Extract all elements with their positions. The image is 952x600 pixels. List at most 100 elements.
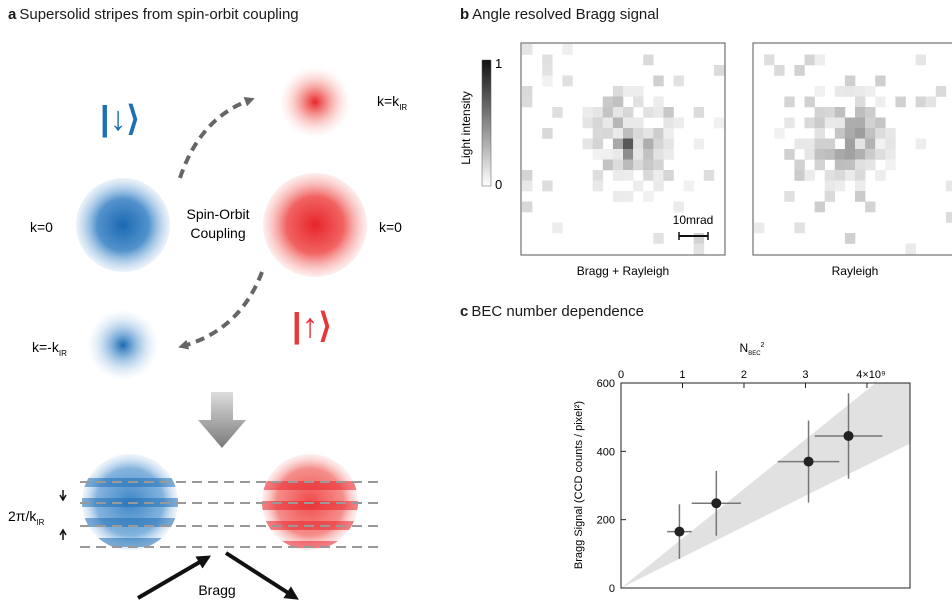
image-pixel bbox=[643, 149, 654, 160]
scalebar-label: 10mrad bbox=[673, 213, 714, 227]
image-pixel bbox=[663, 107, 674, 118]
image-pixel bbox=[633, 149, 644, 160]
image-pixel bbox=[844, 86, 856, 97]
image-pixel bbox=[875, 138, 886, 150]
image-pixel bbox=[633, 117, 644, 129]
image-pixel bbox=[623, 117, 634, 129]
image-left-caption: Bragg + Rayleigh bbox=[577, 264, 669, 278]
image-pixel bbox=[562, 75, 573, 87]
image-pixel bbox=[633, 180, 644, 192]
image-pixel bbox=[834, 159, 846, 171]
image-pixel bbox=[875, 75, 886, 87]
image-pixel bbox=[824, 191, 836, 202]
image-pixel bbox=[693, 138, 705, 150]
panel-c-letter: c bbox=[460, 303, 469, 320]
dashed-arrow-lower bbox=[178, 271, 264, 350]
image-pixel bbox=[663, 149, 674, 160]
image-pixel bbox=[542, 54, 553, 66]
chart-plot-frame bbox=[620, 382, 911, 589]
image-pixel bbox=[915, 54, 926, 66]
image-pixel bbox=[612, 170, 624, 181]
image-pixel bbox=[814, 128, 825, 139]
image-pixel bbox=[945, 212, 952, 223]
image-pixel bbox=[633, 128, 644, 139]
image-pixel bbox=[824, 138, 836, 150]
dashed-arrow-upper bbox=[178, 96, 255, 179]
lattice-dashed-lines bbox=[80, 481, 380, 548]
image-pixel bbox=[633, 86, 644, 97]
image-pixel bbox=[623, 138, 634, 150]
image-pixel bbox=[653, 233, 664, 244]
image-pixel bbox=[814, 117, 825, 129]
image-pixel bbox=[865, 138, 876, 150]
image-pixel bbox=[865, 201, 876, 213]
image-pixel bbox=[653, 159, 664, 171]
image-pixel bbox=[612, 191, 624, 202]
data-marker bbox=[711, 498, 722, 509]
image-pixel bbox=[855, 86, 866, 97]
image-pixel bbox=[713, 117, 725, 129]
image-pixel bbox=[612, 128, 624, 139]
image-pixel bbox=[663, 117, 674, 129]
image-pixel bbox=[855, 128, 866, 139]
x-tick-label: 0 bbox=[618, 369, 624, 381]
image-pixel bbox=[552, 222, 563, 234]
image-pixel bbox=[794, 159, 805, 171]
image-pixel bbox=[834, 117, 846, 129]
blue-condensate-k0 bbox=[76, 178, 170, 272]
image-pixel bbox=[885, 159, 896, 171]
image-pixel bbox=[855, 159, 866, 171]
colorbar-min-label: 0 bbox=[495, 177, 502, 192]
image-pixel bbox=[693, 107, 705, 118]
image-pixel bbox=[824, 117, 836, 129]
panel-a-letter: a bbox=[8, 6, 17, 23]
image-pixel bbox=[592, 138, 604, 150]
image-pixel bbox=[814, 159, 825, 171]
image-pixel bbox=[855, 96, 866, 108]
soc-label-line1: Spin-Orbit bbox=[186, 206, 249, 222]
image-pixel bbox=[804, 117, 815, 129]
image-pixel bbox=[875, 96, 886, 108]
data-point bbox=[667, 504, 692, 559]
image-pixel bbox=[602, 96, 614, 108]
image-pixel bbox=[552, 107, 563, 118]
image-pixel bbox=[865, 117, 876, 129]
image-pixel bbox=[865, 149, 876, 160]
image-pixel bbox=[542, 65, 553, 76]
chart-x-label-sub: BEC bbox=[748, 351, 761, 357]
data-marker bbox=[674, 526, 685, 537]
image-pixel bbox=[633, 159, 644, 171]
image-pixel bbox=[915, 96, 926, 108]
x-tick-label: 1 bbox=[679, 369, 685, 381]
image-pixel bbox=[855, 180, 866, 192]
image-pixel bbox=[824, 107, 836, 118]
image-pixel bbox=[623, 107, 634, 118]
image-pixel bbox=[673, 117, 684, 129]
image-pixel bbox=[683, 180, 694, 192]
image-pixel bbox=[865, 107, 876, 118]
blue-condensate-minus-kir bbox=[87, 309, 159, 381]
x-tick-label: 2 bbox=[741, 369, 747, 381]
image-pixel bbox=[865, 128, 876, 139]
image-pixel bbox=[612, 117, 624, 129]
image-pixel bbox=[784, 96, 795, 108]
y-tick-label: 400 bbox=[597, 446, 615, 458]
image-pixel bbox=[905, 243, 916, 255]
period-sub: IR bbox=[36, 518, 44, 527]
image-pixel bbox=[844, 170, 856, 181]
image-pixel bbox=[834, 180, 846, 192]
image-pixel bbox=[855, 107, 866, 118]
data-point bbox=[691, 470, 741, 536]
x-tick-label-last: 4×10⁹ bbox=[856, 369, 886, 381]
image-pixel bbox=[653, 149, 664, 160]
panel-a-title-text: Supersolid stripes from spin-orbit coupl… bbox=[19, 6, 299, 23]
image-pixel bbox=[703, 170, 715, 181]
image-pixel bbox=[804, 54, 815, 66]
image-pixel bbox=[592, 117, 604, 129]
colorbar-axis-label: Light intensity bbox=[460, 91, 473, 164]
k-zero-right-label: k=0 bbox=[379, 219, 402, 235]
image-pixel bbox=[774, 65, 785, 76]
image-pixel bbox=[653, 96, 664, 108]
image-pixel bbox=[592, 170, 604, 181]
